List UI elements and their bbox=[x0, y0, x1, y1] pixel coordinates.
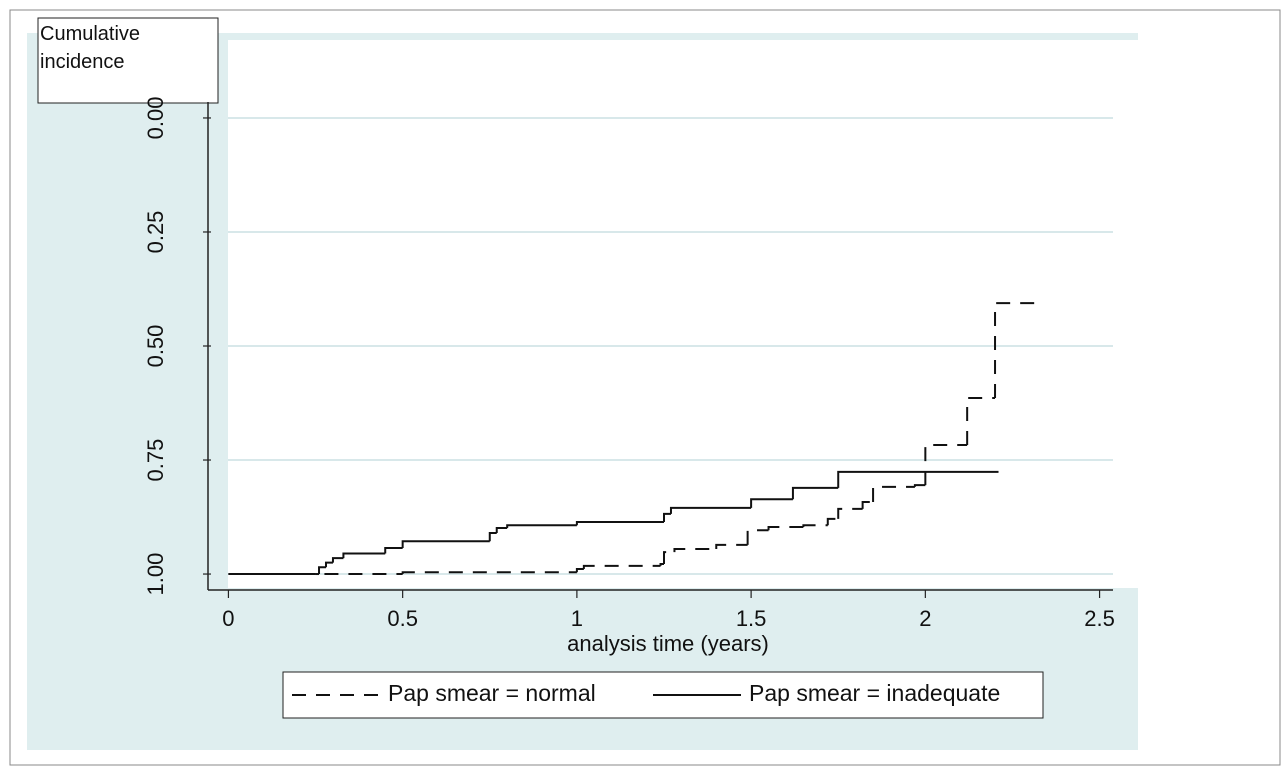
x-tick-label: 2 bbox=[919, 606, 931, 631]
step-segment bbox=[872, 485, 915, 502]
step-segment bbox=[861, 500, 874, 509]
y-tick-label: 0.75 bbox=[143, 439, 168, 482]
y-title-box bbox=[37, 17, 219, 104]
step-segment bbox=[669, 506, 752, 514]
x-label: analysis time (years) bbox=[567, 631, 769, 656]
step-segment bbox=[384, 547, 403, 554]
step-segment bbox=[659, 563, 664, 566]
step-segment bbox=[791, 486, 839, 500]
step-segment bbox=[401, 571, 577, 575]
step-segment bbox=[582, 564, 661, 570]
step-segment bbox=[994, 302, 1037, 398]
step-segment bbox=[488, 531, 497, 542]
step-segment bbox=[746, 529, 769, 545]
step-segment bbox=[750, 498, 793, 508]
step-segment bbox=[802, 524, 828, 528]
legend-label: Pap smear = normal bbox=[388, 680, 596, 706]
step-segment bbox=[506, 524, 577, 528]
step-segment bbox=[342, 552, 386, 559]
step-segment bbox=[495, 526, 508, 533]
x-tick-label: 1 bbox=[571, 606, 583, 631]
step-segment bbox=[663, 512, 671, 523]
plot-area bbox=[228, 40, 1138, 588]
y-tick-label: 0.50 bbox=[143, 325, 168, 368]
x-tick-label: 2.5 bbox=[1084, 606, 1115, 631]
step-segment bbox=[826, 517, 839, 526]
step-segment bbox=[673, 547, 717, 553]
x-tick-label: 0.5 bbox=[387, 606, 418, 631]
step-segment bbox=[401, 540, 490, 549]
y-tick-label: 1.00 bbox=[143, 553, 168, 596]
x-tick-label: 0 bbox=[222, 606, 234, 631]
step-segment bbox=[663, 551, 675, 565]
step-segment bbox=[837, 470, 999, 488]
y-title: Cumulative incidence bbox=[40, 23, 140, 73]
y-tick-label: 0.00 bbox=[143, 97, 168, 140]
legend-label: Pap smear = inadequate bbox=[749, 680, 1000, 706]
step-segment bbox=[837, 507, 863, 519]
x-tick-label: 1.5 bbox=[736, 606, 767, 631]
step-segment bbox=[913, 484, 926, 487]
step-segment bbox=[575, 521, 664, 526]
step-segment bbox=[767, 526, 804, 531]
step-segment bbox=[318, 566, 326, 575]
step-segment bbox=[331, 557, 344, 563]
y-tick-label: 0.25 bbox=[143, 211, 168, 254]
step-segment bbox=[715, 543, 748, 549]
step-segment bbox=[575, 568, 584, 573]
step-segment bbox=[324, 561, 333, 568]
